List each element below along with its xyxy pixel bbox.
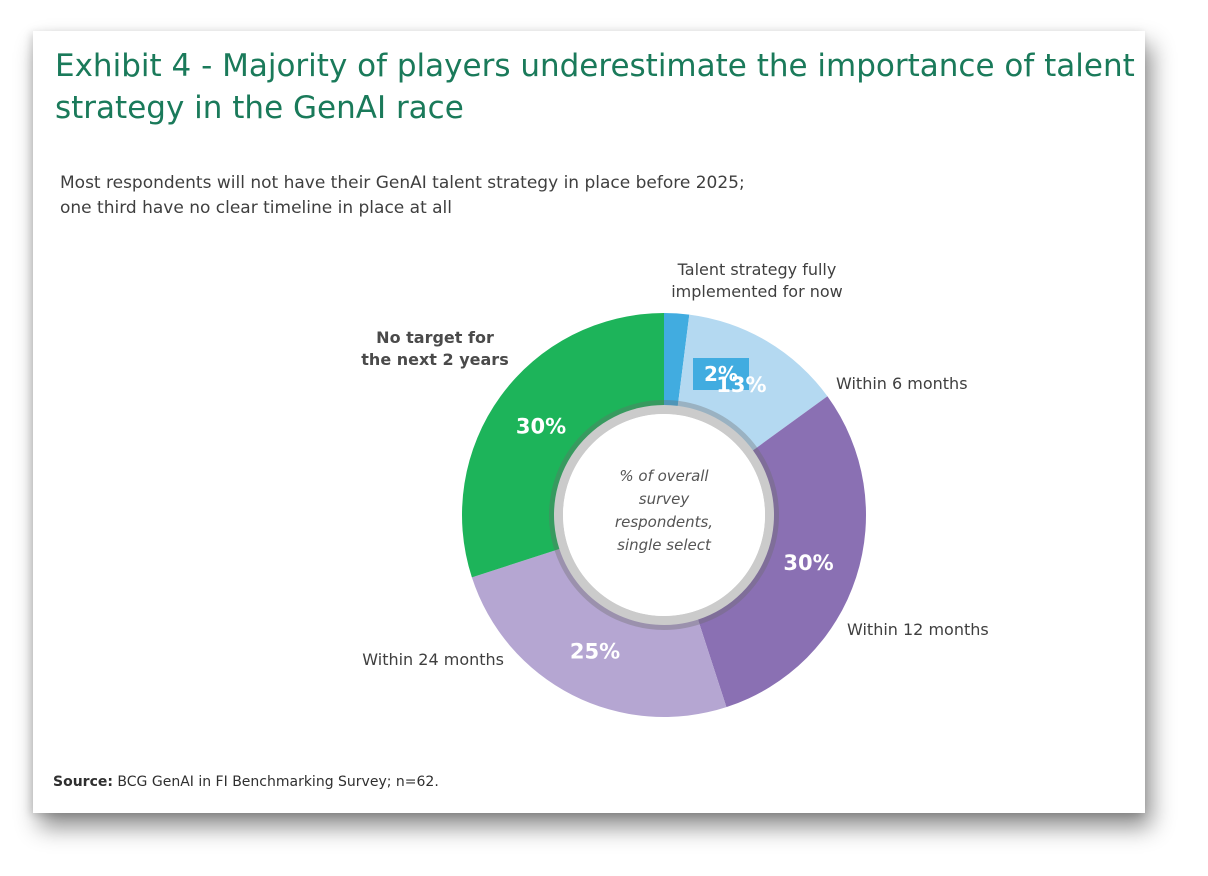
slice-value-label: 13% [716, 373, 766, 397]
exhibit-title: Exhibit 4 - Majority of players underest… [55, 48, 1135, 126]
slice-value-label: 2% [704, 362, 738, 386]
donut-slice [697, 396, 866, 708]
slice-category-label: Within 6 months [836, 374, 968, 393]
slice-category-label: No target for the next 2 years [361, 328, 508, 369]
subtitle-line: one third have no clear timeline in plac… [60, 198, 453, 218]
value-label-box [693, 358, 749, 390]
source-label: Source: [53, 774, 113, 790]
donut-slice [677, 314, 828, 451]
slice-value-label: 30% [516, 415, 566, 439]
donut-slice [471, 548, 727, 718]
donut-center-label: % of overall survey respondents, single sel… [615, 467, 713, 554]
donut-slice [462, 312, 664, 578]
exhibit-subtitle: Most respondents will not have their Gen… [60, 171, 920, 221]
donut-inner-ring [549, 400, 779, 630]
slice-value-label: 30% [783, 551, 833, 575]
donut-slice [664, 313, 690, 406]
slice-category-label: Within 24 months [362, 650, 504, 669]
slice-category-label: Talent strategy fully implemented for now [671, 260, 843, 301]
exhibit-card: Exhibit 4 - Majority of players underest… [33, 31, 1145, 813]
slice-category-label: Within 12 months [847, 620, 989, 639]
subtitle-line: Most respondents will not have their Gen… [60, 173, 745, 193]
source-note: Source: BCG GenAI in FI Benchmarking Sur… [53, 774, 439, 790]
donut-center [563, 414, 765, 616]
donut-chart: % of overall survey respondents, single sel… [361, 260, 989, 718]
source-text: BCG GenAI in FI Benchmarking Survey; n=6… [117, 774, 439, 790]
slice-value-label: 25% [570, 639, 620, 663]
